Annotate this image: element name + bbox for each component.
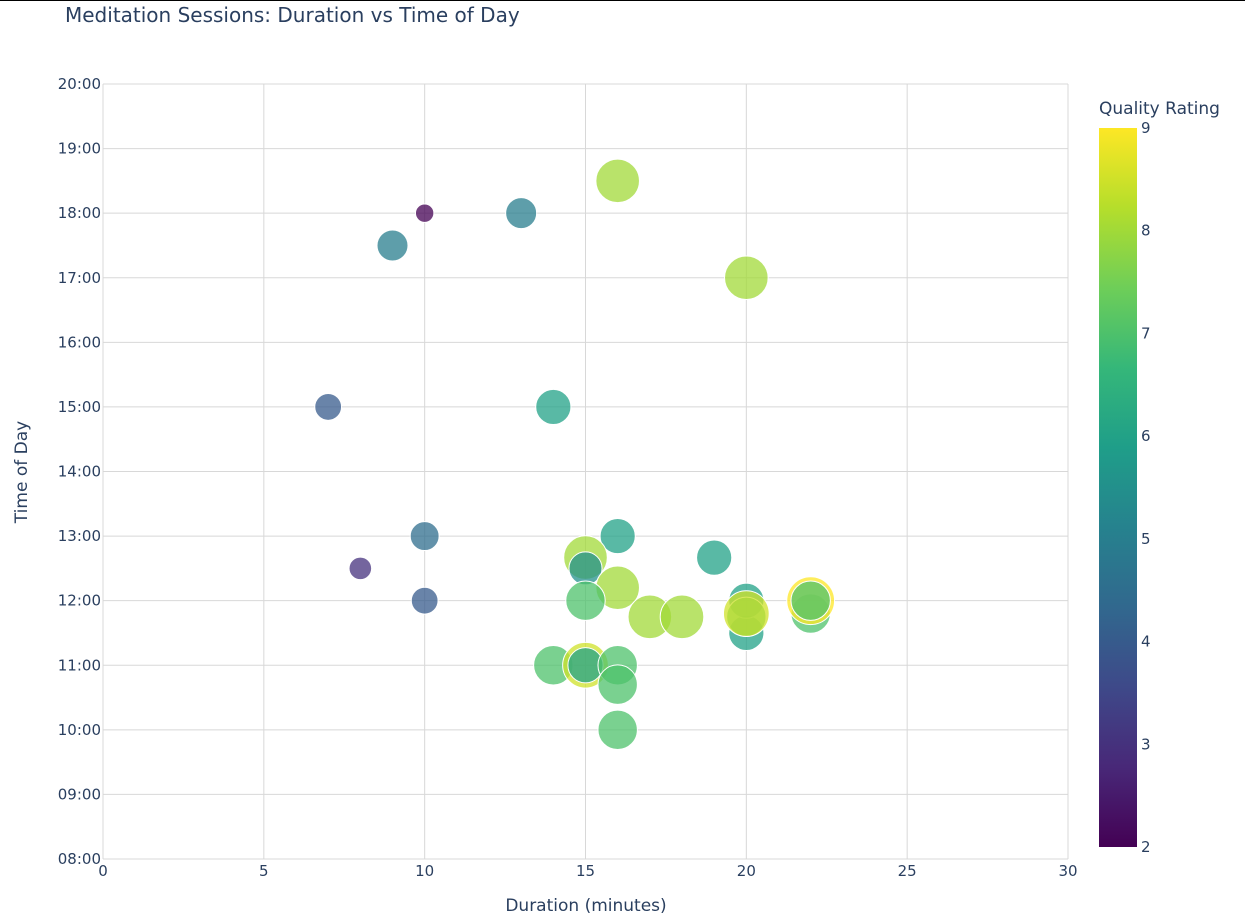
colorbar-tick-label: 2 [1141, 838, 1151, 856]
data-point [505, 197, 538, 230]
data-point [314, 393, 343, 421]
colorbar-tick-label: 9 [1141, 119, 1151, 137]
colorbar-gradient [1099, 128, 1137, 847]
x-tick-label: 10 [415, 862, 434, 880]
colorbar: Quality Rating 2 3 4 5 6 7 8 9 [1099, 99, 1220, 856]
colorbar-ticks: 2 3 4 5 6 7 8 9 [1141, 119, 1151, 856]
colorbar-tick-label: 8 [1141, 222, 1151, 240]
y-tick-label: 13:00 [58, 527, 101, 545]
colorbar-tick-label: 6 [1141, 427, 1151, 445]
y-tick-labels: 08:00 09:00 10:00 11:00 12:00 13:00 14:00 15:00… [58, 75, 101, 868]
data-point [599, 517, 636, 555]
colorbar-tick-label: 7 [1141, 324, 1151, 342]
y-tick-label: 12:00 [58, 592, 101, 610]
x-tick-label: 15 [576, 862, 595, 880]
data-point [724, 255, 769, 301]
colorbar-tick-label: 4 [1141, 633, 1151, 651]
y-tick-label: 10:00 [58, 721, 101, 739]
colorbar-title: Quality Rating [1099, 99, 1220, 119]
y-tick-label: 18:00 [58, 204, 101, 222]
data-point [565, 580, 606, 621]
data-point [410, 586, 439, 615]
data-point [535, 388, 572, 426]
y-tick-label: 17:00 [58, 269, 101, 287]
grid [102, 83, 1069, 860]
data-point [376, 229, 409, 262]
data-point [414, 203, 435, 223]
colorbar-tick-label: 5 [1141, 530, 1151, 548]
y-tick-label: 11:00 [58, 656, 101, 674]
x-tick-label: 30 [1058, 862, 1077, 880]
y-tick-label: 16:00 [58, 333, 101, 351]
data-point [597, 709, 638, 751]
y-tick-label: 14:00 [58, 463, 101, 481]
data-point [659, 594, 705, 640]
y-tick-label: 20:00 [58, 75, 101, 93]
x-tick-label: 20 [737, 862, 756, 880]
data-point [696, 539, 733, 576]
data-point [722, 590, 770, 637]
scatter-points [314, 158, 836, 751]
x-tick-label: 5 [259, 862, 269, 880]
data-point [348, 556, 373, 581]
x-tick-label: 0 [98, 862, 108, 880]
y-tick-label: 09:00 [58, 785, 101, 803]
top-border-line [0, 0, 1245, 1]
x-axis-title: Duration (minutes) [505, 896, 666, 913]
chart-title: Meditation Sessions: Duration vs Time of… [65, 3, 520, 27]
data-point [790, 580, 831, 621]
y-tick-label: 19:00 [58, 140, 101, 158]
data-point [595, 158, 640, 204]
colorbar-tick-label: 3 [1141, 735, 1151, 753]
data-point [409, 521, 440, 552]
x-tick-labels: 0 5 10 15 20 25 30 [98, 862, 1077, 880]
x-tick-label: 25 [898, 862, 917, 880]
y-tick-label: 08:00 [58, 850, 101, 868]
y-axis-title: Time of Day [12, 421, 32, 524]
data-point [597, 664, 638, 705]
y-tick-label: 15:00 [58, 398, 101, 416]
